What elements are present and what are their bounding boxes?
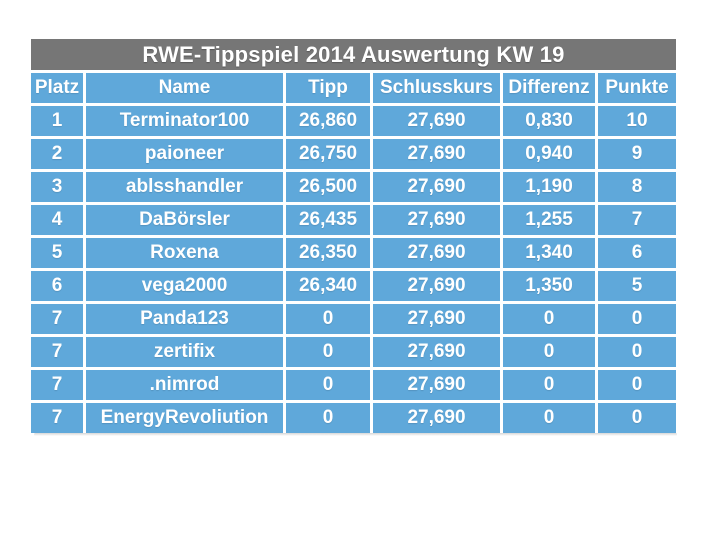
cell-tipp: 0 <box>286 337 370 367</box>
cell-tipp: 0 <box>286 370 370 400</box>
cell-punkte: 0 <box>598 337 676 367</box>
cell-punkte: 6 <box>598 238 676 268</box>
cell-platz: 7 <box>31 304 83 334</box>
cell-tipp: 26,435 <box>286 205 370 235</box>
column-header-schlusskurs: Schlusskurs <box>373 73 500 103</box>
cell-name: vega2000 <box>86 271 283 301</box>
cell-tipp: 0 <box>286 403 370 433</box>
cell-differenz: 1,340 <box>503 238 595 268</box>
cell-differenz: 0 <box>503 370 595 400</box>
cell-schlusskurs: 27,690 <box>373 106 500 136</box>
column-header-name: Name <box>86 73 283 103</box>
cell-schlusskurs: 27,690 <box>373 370 500 400</box>
cell-differenz: 0 <box>503 304 595 334</box>
cell-platz: 4 <box>31 205 83 235</box>
cell-punkte: 0 <box>598 370 676 400</box>
cell-punkte: 7 <box>598 205 676 235</box>
cell-platz: 7 <box>31 337 83 367</box>
cell-name: zertifix <box>86 337 283 367</box>
cell-platz: 5 <box>31 238 83 268</box>
cell-tipp: 26,500 <box>286 172 370 202</box>
cell-punkte: 8 <box>598 172 676 202</box>
cell-name: Terminator100 <box>86 106 283 136</box>
cell-schlusskurs: 27,690 <box>373 304 500 334</box>
cell-tipp: 26,350 <box>286 238 370 268</box>
cell-tipp: 26,860 <box>286 106 370 136</box>
cell-punkte: 0 <box>598 403 676 433</box>
cell-name: paioneer <box>86 139 283 169</box>
table-grid: Platz Name Tipp Schlusskurs Differenz Punkte 1… <box>31 73 676 433</box>
cell-schlusskurs: 27,690 <box>373 238 500 268</box>
cell-punkte: 10 <box>598 106 676 136</box>
cell-name: Panda123 <box>86 304 283 334</box>
cell-differenz: 1,190 <box>503 172 595 202</box>
cell-platz: 7 <box>31 403 83 433</box>
cell-schlusskurs: 27,690 <box>373 205 500 235</box>
cell-punkte: 9 <box>598 139 676 169</box>
cell-platz: 3 <box>31 172 83 202</box>
cell-schlusskurs: 27,690 <box>373 139 500 169</box>
column-header-tipp: Tipp <box>286 73 370 103</box>
cell-punkte: 5 <box>598 271 676 301</box>
cell-platz: 1 <box>31 106 83 136</box>
cell-differenz: 0 <box>503 337 595 367</box>
column-header-differenz: Differenz <box>503 73 595 103</box>
cell-name: Roxena <box>86 238 283 268</box>
cell-name: DaBörsler <box>86 205 283 235</box>
table-title: RWE-Tippspiel 2014 Auswertung KW 19 <box>31 39 676 70</box>
cell-platz: 6 <box>31 271 83 301</box>
cell-punkte: 0 <box>598 304 676 334</box>
column-header-platz: Platz <box>31 73 83 103</box>
column-header-punkte: Punkte <box>598 73 676 103</box>
cell-differenz: 1,255 <box>503 205 595 235</box>
cell-schlusskurs: 27,690 <box>373 172 500 202</box>
cell-differenz: 1,350 <box>503 271 595 301</box>
cell-tipp: 26,340 <box>286 271 370 301</box>
cell-differenz: 0 <box>503 403 595 433</box>
cell-differenz: 0,830 <box>503 106 595 136</box>
cell-tipp: 0 <box>286 304 370 334</box>
cell-platz: 7 <box>31 370 83 400</box>
cell-tipp: 26,750 <box>286 139 370 169</box>
cell-schlusskurs: 27,690 <box>373 337 500 367</box>
cell-differenz: 0,940 <box>503 139 595 169</box>
cell-platz: 2 <box>31 139 83 169</box>
cell-name: ablsshandler <box>86 172 283 202</box>
cell-name: EnergyRevoliution <box>86 403 283 433</box>
cell-schlusskurs: 27,690 <box>373 271 500 301</box>
cell-schlusskurs: 27,690 <box>373 403 500 433</box>
cell-name: .nimrod <box>86 370 283 400</box>
tippspiel-results-table: RWE-Tippspiel 2014 Auswertung KW 19 Plat… <box>31 39 677 436</box>
